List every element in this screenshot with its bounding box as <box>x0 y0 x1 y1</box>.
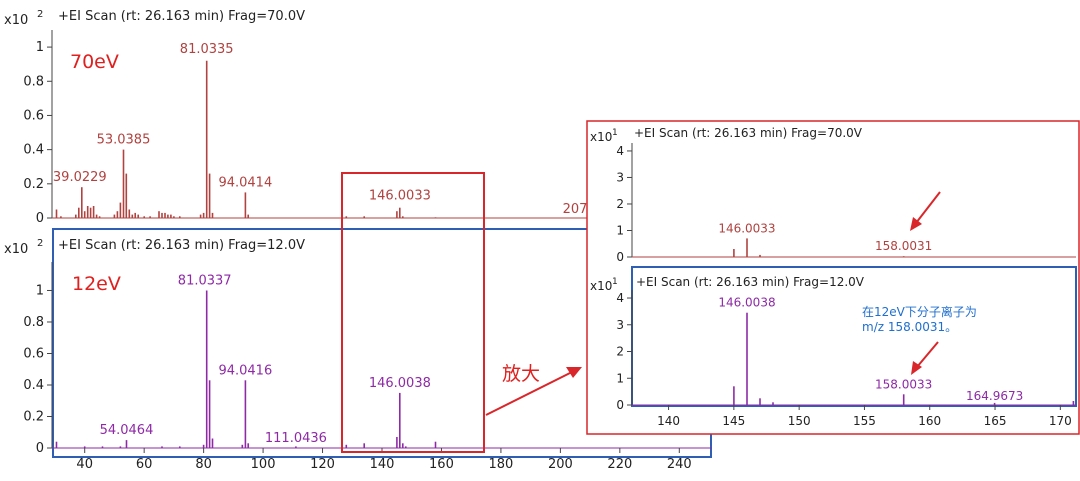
y-tick-label: 0.8 <box>23 74 44 89</box>
main-top-peak-labels: 39.022953.038581.033594.0414146.0033207.… <box>53 42 600 217</box>
zoom-label: 放大 <box>502 363 540 385</box>
y-tick-label: 0.6 <box>23 346 44 361</box>
x-tick-label: 160 <box>429 457 454 472</box>
main-bottom-scan-title: +EI Scan (rt: 26.163 min) Frag=12.0V <box>58 238 305 253</box>
main-bottom-peak-labels: 54.0464 81.0337 94.0416 111.0436 146.0038 <box>100 273 431 446</box>
y-tick-label: 0 <box>36 441 44 456</box>
main-top-exponent: 2 <box>37 9 43 20</box>
inset-bottom-peak-labels: 146.0038 158.0033 164.9673 <box>718 296 1023 403</box>
inset-bottom-y-ticks: 0 1 2 3 4 <box>616 291 632 412</box>
inset-x-ticks: 140 145 150 155 160 165 170 <box>657 405 1072 428</box>
inset-bottom-exponent: 1 <box>612 277 618 287</box>
x-tick-label: 140 <box>657 414 680 428</box>
x-tick-label: 60 <box>136 457 153 472</box>
inset-bottom-scan-title: +EI Scan (rt: 26.163 min) Frag=12.0V <box>636 275 865 289</box>
peak-label: 146.0033 <box>369 189 431 204</box>
inset-top-exponent: 1 <box>612 128 618 138</box>
x-tick-label: 100 <box>251 457 276 472</box>
y-tick-label: 3 <box>616 170 624 184</box>
peak-label: 158.0033 <box>875 377 932 391</box>
inset-bottom-peaks <box>733 312 1075 405</box>
y-tick-label: 0.4 <box>23 143 44 158</box>
inset-annotation-line2: m/z 158.0031。 <box>862 320 957 334</box>
x-tick-label: 170 <box>1049 414 1072 428</box>
inset-annotation-line1: 在12eV下分子离子为 <box>862 304 977 319</box>
x-tick-label: 145 <box>722 414 745 428</box>
y-tick-label: 1 <box>616 223 624 237</box>
x-tick-label: 200 <box>548 457 573 472</box>
zoom-region-box <box>341 172 485 453</box>
peak-label: 39.0229 <box>53 170 107 185</box>
main-top-scan-title: +EI Scan (rt: 26.163 min) Frag=70.0V <box>58 9 305 24</box>
x-tick-label: 165 <box>984 414 1007 428</box>
inset-top-y-ticks: 0 1 2 3 4 <box>616 144 632 264</box>
main-top-panel: x10 2 +EI Scan (rt: 26.163 min) Frag=70.… <box>4 9 712 226</box>
y-tick-label: 2 <box>616 345 624 359</box>
peak-label: 146.0038 <box>718 296 775 310</box>
y-tick-label: 0.2 <box>23 409 44 424</box>
x-tick-label: 220 <box>607 457 632 472</box>
y-tick-label: 0.8 <box>23 315 44 330</box>
y-tick-label: 0.6 <box>23 108 44 123</box>
peak-label: 146.0033 <box>718 221 775 235</box>
main-bottom-energy-label: 12eV <box>72 273 121 295</box>
x-tick-label: 140 <box>370 457 395 472</box>
inset-top-peaks <box>733 238 905 257</box>
y-tick-label: 0 <box>36 211 44 226</box>
x-tick-label: 150 <box>788 414 811 428</box>
x-tick-label: 180 <box>489 457 514 472</box>
main-bottom-exponent: 2 <box>37 238 43 249</box>
inset-bottom-arrow <box>911 341 939 375</box>
peak-label: 111.0436 <box>265 431 327 446</box>
y-tick-label: 1 <box>36 283 44 298</box>
x-tick-label: 155 <box>853 414 876 428</box>
x-tick-label: 80 <box>195 457 212 472</box>
main-top-y-ticks: 0 0.2 0.4 0.6 0.8 1 <box>23 40 52 226</box>
main-bottom-multiplier: x10 <box>4 242 28 257</box>
inset-panel: x10 1 +EI Scan (rt: 26.163 min) Frag=70.… <box>586 120 1080 435</box>
y-tick-label: 0 <box>616 398 624 412</box>
y-tick-label: 2 <box>616 197 624 211</box>
main-x-ticks: 40 60 80 100 120 140 160 180 200 220 240 <box>76 448 692 472</box>
peak-label: 164.9673 <box>966 389 1023 403</box>
zoom-arrow <box>485 367 582 416</box>
inset-frame <box>586 120 1080 435</box>
x-tick-label: 40 <box>76 457 93 472</box>
y-tick-label: 0 <box>616 250 624 264</box>
peak-label: 81.0335 <box>180 42 234 57</box>
main-bottom-y-ticks: 0 0.2 0.4 0.6 0.8 1 <box>23 283 52 456</box>
x-tick-label: 160 <box>918 414 941 428</box>
peak-label: 158.0031 <box>875 239 932 253</box>
y-tick-label: 3 <box>616 318 624 332</box>
peak-label: 81.0337 <box>178 273 232 288</box>
y-tick-label: 0.2 <box>23 177 44 192</box>
x-tick-label: 120 <box>310 457 335 472</box>
y-tick-label: 1 <box>616 371 624 385</box>
inset-top-peak-labels: 146.0033 158.0031 <box>718 221 932 253</box>
y-tick-label: 1 <box>36 40 44 55</box>
y-tick-label: 0.4 <box>23 378 44 393</box>
peak-label: 94.0414 <box>218 175 272 190</box>
main-top-energy-label: 70eV <box>70 51 119 73</box>
y-tick-label: 4 <box>616 144 624 158</box>
inset-bottom-multiplier: x10 <box>590 279 612 293</box>
inset-top-scan-title: +EI Scan (rt: 26.163 min) Frag=70.0V <box>634 126 863 140</box>
main-bottom-peaks <box>55 290 437 448</box>
y-tick-label: 4 <box>616 291 624 305</box>
peak-label: 54.0464 <box>100 423 154 438</box>
x-tick-label: 240 <box>667 457 692 472</box>
main-top-peaks <box>55 60 437 218</box>
inset-top-multiplier: x10 <box>590 130 612 144</box>
main-bottom-panel: x10 2 +EI Scan (rt: 26.163 min) Frag=12.… <box>4 228 712 472</box>
peak-label: 53.0385 <box>97 133 151 148</box>
main-top-multiplier: x10 <box>4 13 28 28</box>
peak-label: 94.0416 <box>218 363 272 378</box>
peak-label: 146.0038 <box>369 376 431 391</box>
inset-top-arrow <box>910 191 941 231</box>
